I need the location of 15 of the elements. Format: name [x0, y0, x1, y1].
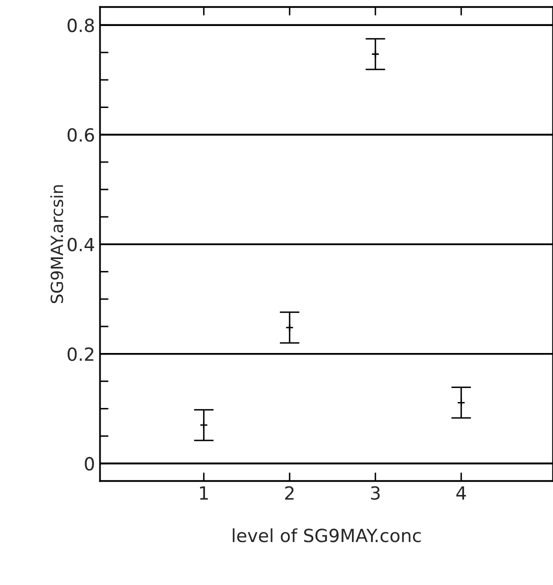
- y-tick-label: 0.6: [68, 128, 94, 142]
- x-axis-title: level of SG9MAY.conc: [232, 528, 421, 542]
- x-tick-label: 2: [285, 486, 294, 500]
- point: [371, 50, 380, 58]
- y-tick-label: 0.8: [68, 18, 94, 32]
- y-tick-label: 0.2: [68, 347, 94, 361]
- x-tick-label: 4: [456, 486, 466, 500]
- x-tick-label: 3: [371, 486, 380, 500]
- y-tick-label: 0: [84, 456, 94, 471]
- y-tick-label: 0.4: [68, 238, 94, 252]
- point: [200, 420, 208, 430]
- y-axis-title: SG9MAY.arcsin: [50, 185, 64, 304]
- x-tick-label: 1: [200, 486, 208, 500]
- point: [457, 398, 466, 407]
- point: [285, 323, 294, 332]
